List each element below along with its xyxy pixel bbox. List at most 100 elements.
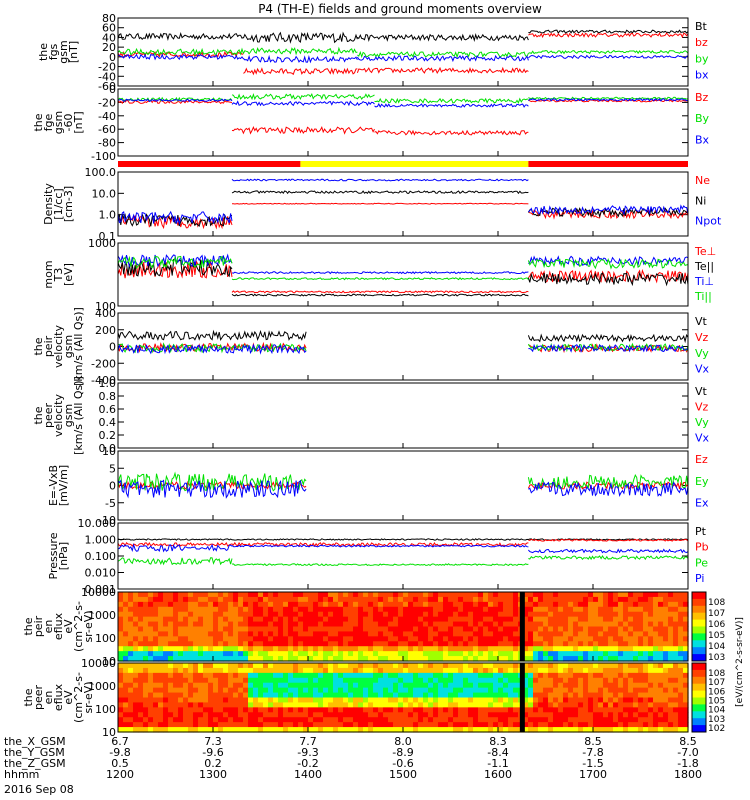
heatmap-cell — [588, 636, 594, 642]
ylabel-line: eV — [62, 690, 75, 705]
heatmap-cell — [573, 606, 579, 613]
heatmap-cell — [378, 697, 384, 704]
heatmap-cell — [143, 651, 149, 657]
heatmap-cell — [313, 722, 319, 728]
heatmap-cell — [433, 651, 439, 657]
heatmap-cell — [408, 707, 414, 713]
heatmap-cell — [313, 592, 319, 598]
footer-value: 1800 — [674, 768, 702, 781]
heatmap-cell — [148, 692, 154, 699]
heatmap-cell — [408, 626, 414, 633]
heatmap-cell — [298, 692, 304, 699]
heatmap-cell — [468, 596, 474, 603]
ytick-label: 0.2 — [99, 429, 117, 442]
heatmap-cell — [368, 641, 374, 647]
heatmap-cell — [653, 697, 659, 704]
heatmap-cell — [318, 626, 324, 633]
heatmap-cell — [413, 672, 419, 679]
heatmap-cell — [223, 722, 229, 728]
heatmap-cell — [153, 592, 159, 598]
heatmap-cell — [128, 697, 134, 704]
heatmap-cell — [413, 651, 419, 657]
ytick-label: 1000 — [88, 680, 116, 693]
heatmap-cell — [548, 682, 554, 689]
heatmap-cell — [483, 646, 489, 652]
heatmap-cell — [378, 646, 384, 652]
heatmap-cell — [203, 722, 209, 728]
heatmap-cell — [368, 621, 374, 628]
heatmap-cell — [218, 596, 224, 603]
heatmap-cell — [338, 611, 344, 618]
heatmap-cell — [483, 677, 489, 684]
heatmap-cell — [168, 611, 174, 618]
heatmap-cell — [298, 646, 304, 652]
series-Pe — [117, 555, 689, 567]
heatmap-cell — [528, 636, 534, 642]
heatmap-cell — [118, 663, 124, 669]
heatmap-cell — [593, 606, 599, 613]
heatmap-cell — [468, 656, 474, 662]
heatmap-cell — [388, 606, 394, 613]
heatmap-cell — [678, 651, 684, 657]
heatmap-cell — [158, 601, 164, 608]
heatmap-cell — [533, 692, 539, 699]
heatmap-cell — [138, 667, 144, 674]
heatmap-cell — [163, 656, 169, 662]
heatmap-cell — [453, 707, 459, 713]
heatmap-cell — [483, 717, 489, 723]
heatmap-cell — [478, 616, 484, 623]
heatmap-cell — [163, 621, 169, 628]
ylabel-line: (cm^2-s- — [72, 672, 85, 723]
heatmap-cell — [473, 677, 479, 684]
heatmap-cell — [593, 687, 599, 694]
heatmap-cell — [123, 601, 129, 608]
heatmap-cell — [543, 717, 549, 723]
heatmap-cell — [313, 596, 319, 603]
heatmap-cell — [313, 646, 319, 652]
heatmap-cell — [203, 717, 209, 723]
heatmap-cell — [643, 592, 649, 598]
heatmap-cell — [338, 702, 344, 708]
heatmap-cell — [583, 631, 589, 637]
heatmap-cell — [558, 646, 564, 652]
heatmap-cell — [413, 697, 419, 704]
heatmap-cell — [313, 656, 319, 662]
heatmap-cell — [123, 636, 129, 642]
heatmap-cell — [683, 667, 689, 674]
heatmap-cell — [638, 651, 644, 657]
heatmap-cell — [228, 621, 234, 628]
heatmap-cell — [293, 601, 299, 608]
heatmap-cell — [178, 667, 184, 674]
heatmap-cell — [408, 611, 414, 618]
heatmap-cell — [508, 626, 514, 633]
heatmap-cell — [148, 667, 154, 674]
heatmap-cell — [588, 606, 594, 613]
heatmap-cell — [263, 663, 269, 669]
heatmap-cell — [408, 727, 414, 733]
heatmap-cell — [653, 601, 659, 608]
ylabel-line: peir — [32, 615, 45, 637]
heatmap-cell — [588, 702, 594, 708]
colorbar-tick: 104 — [708, 706, 725, 716]
heatmap-cell — [463, 626, 469, 633]
heatmap-cell — [343, 606, 349, 613]
heatmap-cell — [193, 596, 199, 603]
heatmap-cell — [578, 641, 584, 647]
heatmap-cell — [198, 592, 204, 598]
heatmap-cell — [613, 606, 619, 613]
heatmap-cell — [678, 646, 684, 652]
heatmap-cell — [343, 682, 349, 689]
heatmap-cell — [373, 677, 379, 684]
heatmap-cell — [543, 712, 549, 718]
heatmap-cell — [168, 697, 174, 704]
heatmap-cell — [588, 712, 594, 718]
heatmap-cell — [428, 611, 434, 618]
heatmap-cell — [408, 712, 414, 718]
heatmap-cell — [228, 641, 234, 647]
heatmap-cell — [558, 631, 564, 637]
heatmap-cell — [298, 641, 304, 647]
heatmap-cell — [418, 646, 424, 652]
heatmap-cell — [148, 626, 154, 633]
heatmap-cell — [528, 631, 534, 637]
